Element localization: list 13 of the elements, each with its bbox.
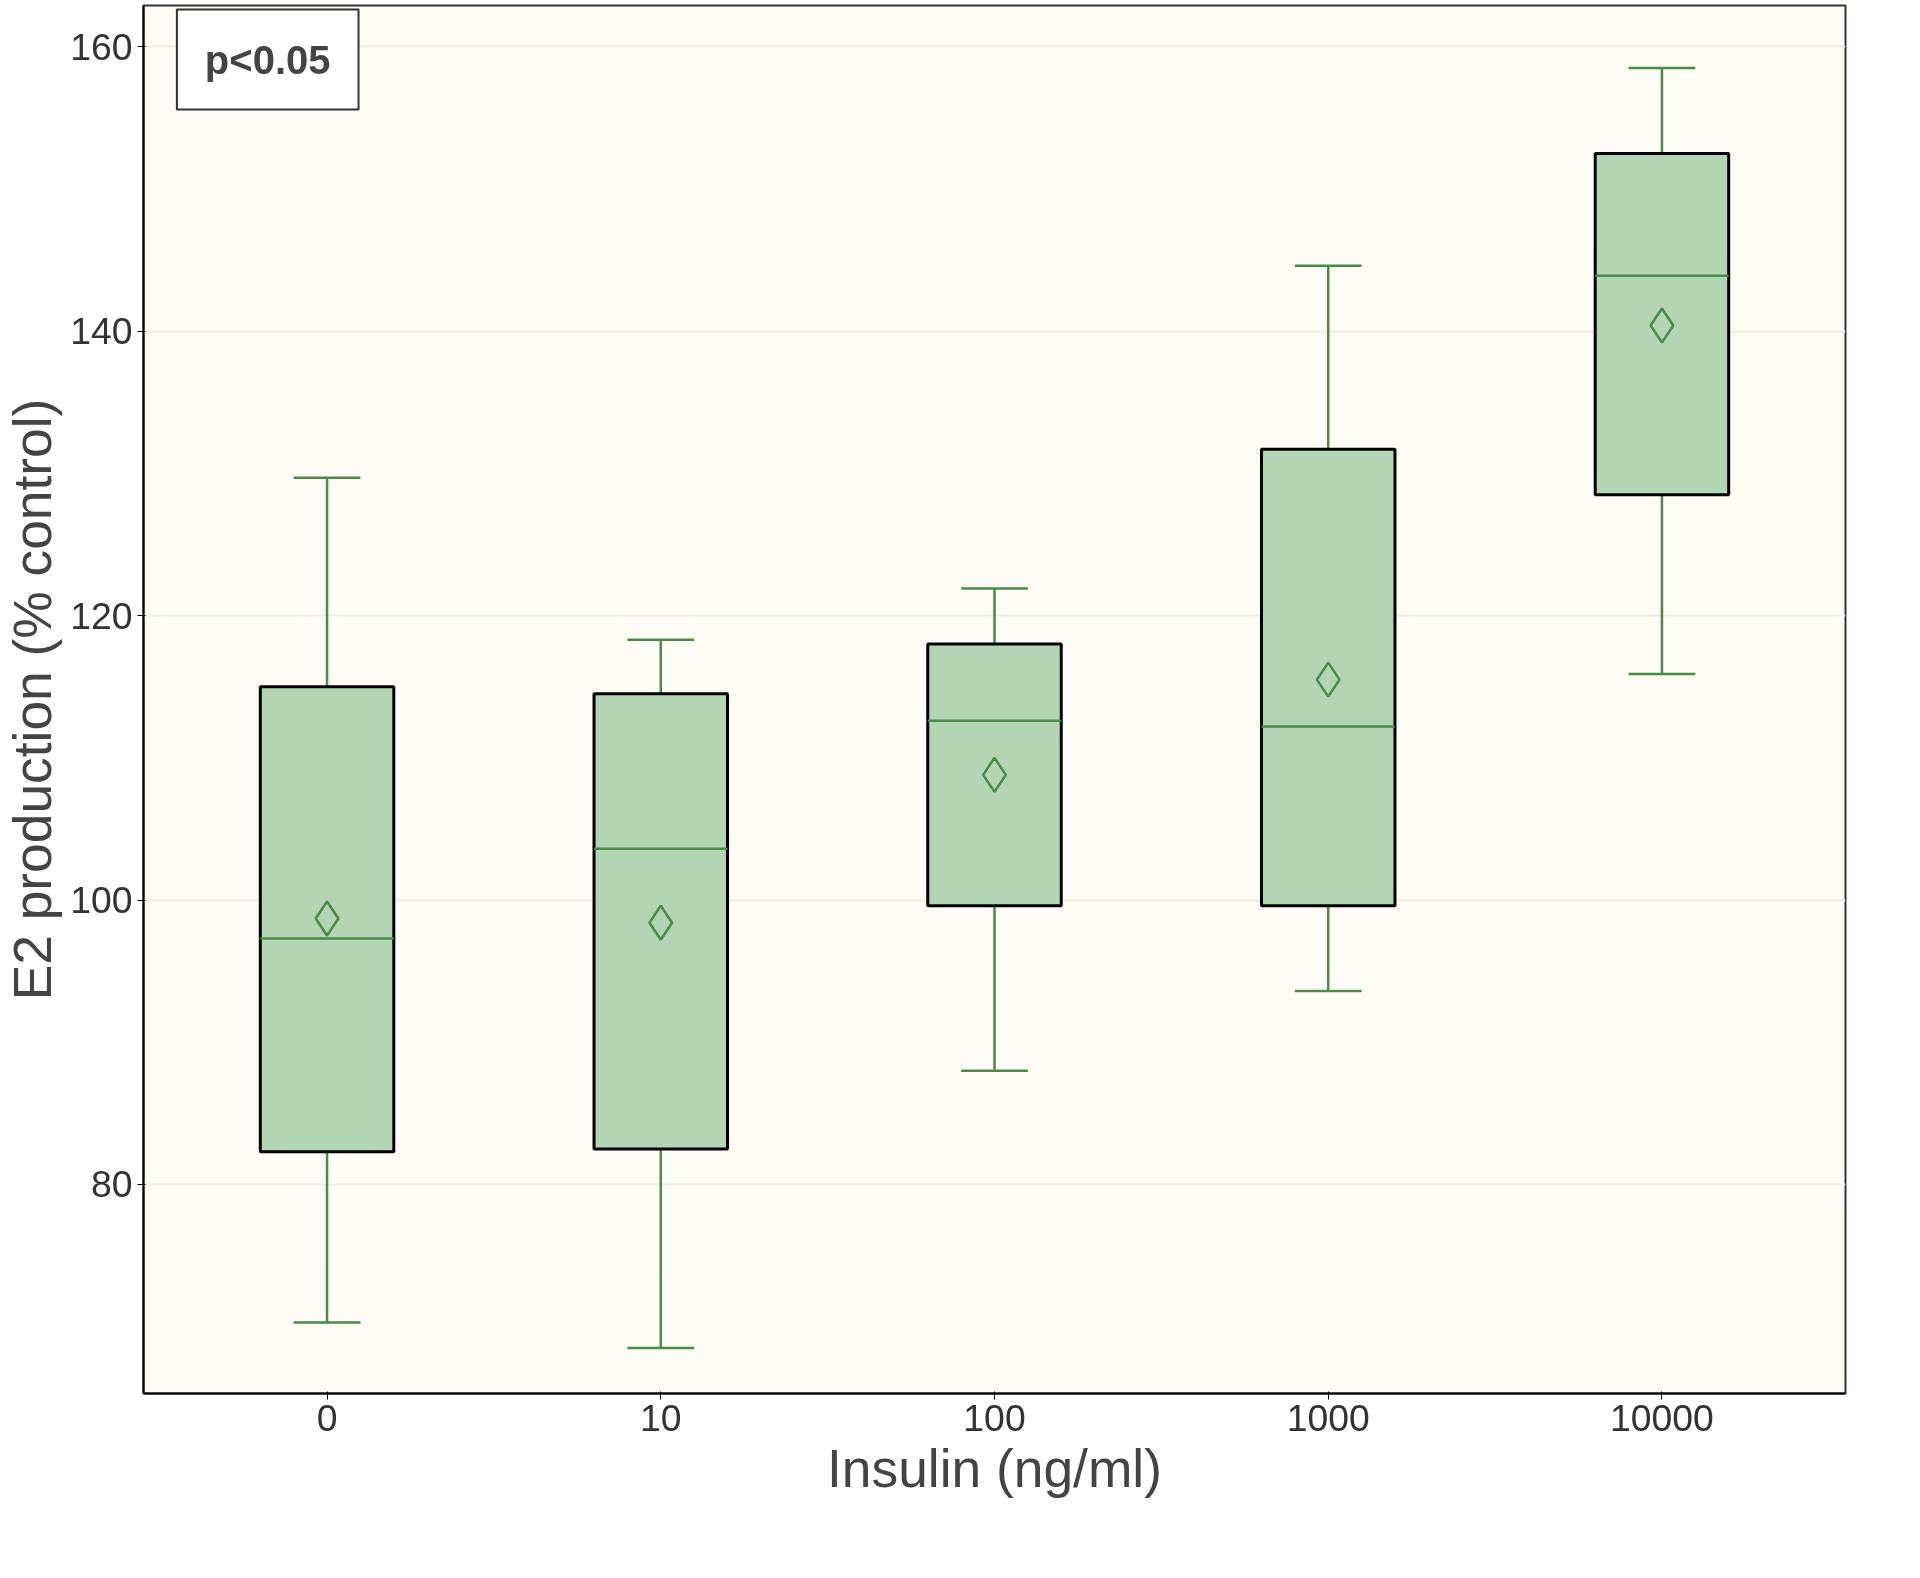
x-axis-title: Insulin (ng/ml)	[827, 1438, 1162, 1498]
annotation: p<0.05	[204, 37, 331, 82]
y-tick-label: 120	[70, 594, 133, 637]
x-tick-label: 100	[963, 1396, 1026, 1439]
x-tick-label: 0	[316, 1396, 338, 1439]
x-tick-label: 10000	[1610, 1396, 1714, 1439]
y-tick-label: 80	[90, 1163, 133, 1206]
x-tick-label: 1000	[1286, 1396, 1370, 1439]
y-tick-label: 140	[70, 310, 133, 353]
y-tick-label: 160	[70, 25, 133, 68]
y-axis-title: E2 production (% control)	[3, 398, 63, 1001]
y-tick-label: 100	[70, 879, 133, 922]
x-tick-label: 10	[640, 1396, 682, 1439]
